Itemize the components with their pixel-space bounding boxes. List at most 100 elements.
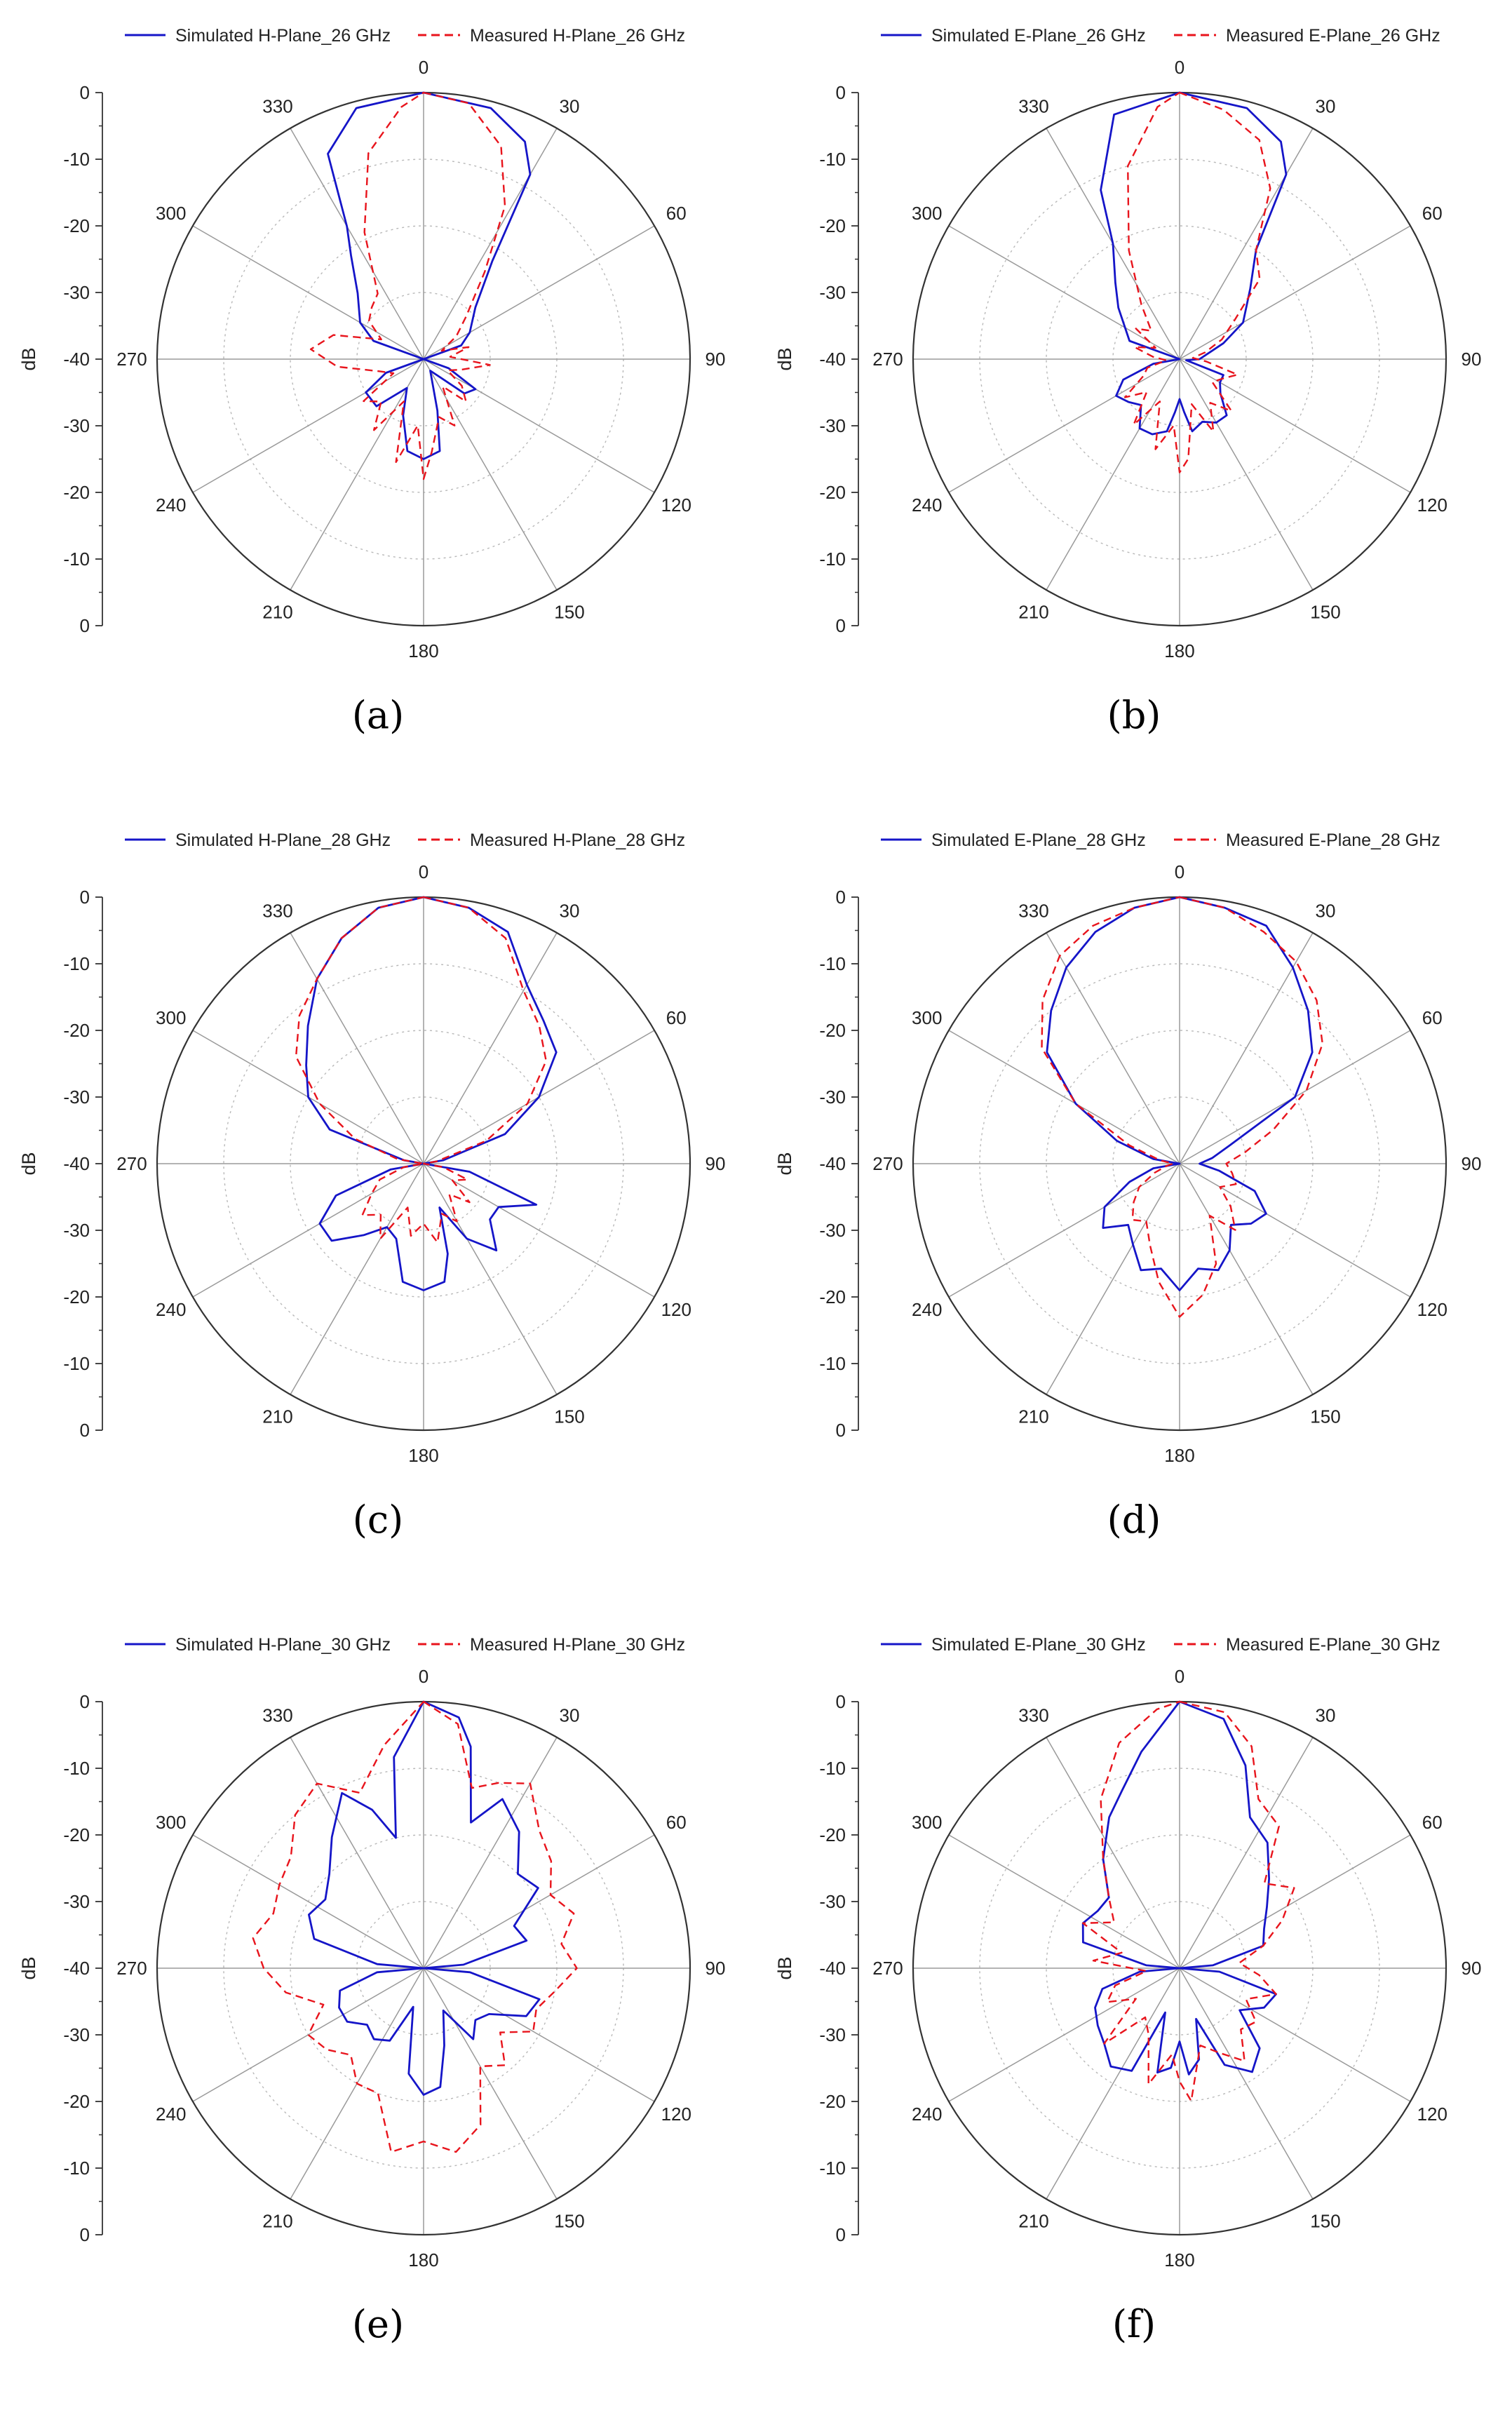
radial-tick-label: -30 [63, 1087, 90, 1108]
grid-spoke [948, 1030, 1180, 1164]
angle-tick-label: 240 [912, 1299, 942, 1320]
angle-tick-label: 0 [419, 1666, 428, 1687]
grid-spoke [290, 1737, 424, 1969]
angle-tick-label: 300 [156, 1007, 186, 1028]
angle-tick-label: 30 [1316, 901, 1336, 922]
angle-tick-label: 330 [262, 901, 292, 922]
angle-tick-label: 270 [116, 1153, 147, 1174]
grid-spoke [1179, 1967, 1314, 2200]
radial-tick-label: -30 [63, 2024, 90, 2045]
simulated-series-line [1046, 896, 1314, 1291]
angle-tick-label: 180 [408, 640, 438, 661]
legend-measured-label: Measured H-Plane_26 GHz [470, 26, 685, 46]
grid-spoke [192, 225, 424, 360]
angle-tick-label: 60 [1422, 1812, 1443, 1833]
grid-spoke [1046, 932, 1180, 1164]
simulated-series-line [1100, 91, 1288, 436]
angle-tick-label: 270 [116, 1958, 147, 1979]
angle-tick-label: 240 [156, 495, 186, 516]
angle-tick-label: 150 [1310, 601, 1340, 622]
grid-spoke [192, 358, 424, 493]
grid-spoke [290, 128, 424, 360]
angle-tick-label: 300 [912, 1007, 942, 1028]
simulated-series-line [327, 91, 532, 460]
legend-simulated-label: Simulated E-Plane_30 GHz [931, 1635, 1146, 1655]
radial-tick-label: -10 [63, 1353, 90, 1374]
legend-simulated-label: Simulated H-Plane_26 GHz [175, 26, 391, 46]
grid-spoke [1179, 1834, 1411, 1969]
angle-tick-label: 90 [1462, 1958, 1482, 1979]
legend-measured-label: Measured H-Plane_28 GHz [470, 830, 685, 850]
measured-series-line [1041, 896, 1323, 1318]
radial-tick-label: -30 [819, 282, 846, 303]
legend-simulated-label: Simulated E-Plane_26 GHz [931, 26, 1146, 46]
polar-chart: Simulated E-Plane_30 GHz Measured E-Plane… [774, 1635, 1482, 2346]
angle-tick-label: 0 [1175, 861, 1184, 882]
radial-tick-label: -30 [819, 1891, 846, 1912]
radial-tick-label: -30 [63, 1220, 90, 1241]
radial-tick-label: -30 [63, 282, 90, 303]
angle-tick-label: 330 [262, 96, 292, 117]
y-axis-label: dB [18, 1956, 39, 1979]
angle-tick-label: 30 [560, 901, 580, 922]
grid-spoke [423, 1737, 558, 1969]
radial-tick-label: -20 [819, 482, 846, 503]
angle-tick-label: 90 [1462, 349, 1482, 370]
radial-tick-label: -20 [63, 2091, 90, 2112]
radial-tick-label: 0 [836, 1691, 846, 1712]
grid-spoke [1179, 358, 1314, 591]
radial-tick-label: -20 [819, 1286, 846, 1307]
angle-tick-label: 150 [554, 2210, 584, 2231]
angle-tick-label: 210 [1018, 1406, 1048, 1427]
angle-tick-label: 210 [1018, 601, 1048, 622]
grid-spoke [423, 1834, 655, 1969]
radial-tick-label: -40 [819, 1958, 846, 1979]
angle-tick-label: 60 [666, 1007, 687, 1028]
simulated-series-line [305, 896, 558, 1291]
angle-tick-label: 90 [1462, 1153, 1482, 1174]
radial-tick-label: -30 [819, 415, 846, 436]
measured-series-line [1124, 91, 1271, 473]
radial-tick-label: -10 [63, 953, 90, 974]
grid-spoke [423, 128, 558, 360]
angle-tick-label: 60 [666, 203, 687, 224]
radial-tick-label: 0 [836, 2224, 846, 2245]
grid-spoke [948, 1163, 1180, 1298]
grid-spoke [192, 1163, 424, 1298]
legend-measured-label: Measured E-Plane_28 GHz [1226, 830, 1440, 850]
radial-tick-label: -20 [63, 1286, 90, 1307]
grid-spoke [1179, 358, 1411, 493]
angle-tick-label: 330 [1018, 1705, 1048, 1726]
grid-spoke [290, 1163, 424, 1395]
angle-tick-label: 240 [912, 495, 942, 516]
radial-tick-label: 0 [80, 887, 90, 908]
angle-tick-label: 300 [156, 1812, 186, 1833]
grid-spoke [423, 1163, 558, 1395]
grid-spoke [1179, 1967, 1411, 2102]
radial-tick-label: -20 [819, 2091, 846, 2112]
radial-tick-label: -20 [63, 482, 90, 503]
angle-tick-label: 240 [156, 2104, 186, 2125]
grid-spoke [948, 1967, 1180, 2102]
angle-tick-label: 90 [706, 1153, 726, 1174]
measured-series-line [295, 896, 547, 1244]
grid-spoke [1046, 1737, 1180, 1969]
radial-tick-label: -10 [63, 2158, 90, 2179]
polar-chart: Simulated E-Plane_26 GHz Measured E-Plane… [774, 26, 1482, 737]
angle-tick-label: 60 [1422, 1007, 1443, 1028]
radial-tick-label: -10 [63, 149, 90, 170]
angle-tick-label: 180 [1164, 1445, 1194, 1466]
grid-spoke [423, 1967, 558, 2200]
radial-tick-label: 0 [836, 1420, 846, 1441]
angle-tick-label: 330 [1018, 901, 1048, 922]
radial-tick-label: -10 [819, 1353, 846, 1374]
y-axis-label: dB [774, 347, 795, 370]
angle-tick-label: 180 [1164, 2249, 1194, 2271]
angle-tick-label: 120 [661, 495, 691, 516]
grid-spoke [948, 225, 1180, 360]
legend-simulated-label: Simulated E-Plane_28 GHz [931, 830, 1146, 850]
radial-tick-label: 0 [836, 615, 846, 636]
angle-tick-label: 150 [1310, 1406, 1340, 1427]
grid-spoke [1046, 1163, 1180, 1395]
angle-tick-label: 30 [1316, 1705, 1336, 1726]
